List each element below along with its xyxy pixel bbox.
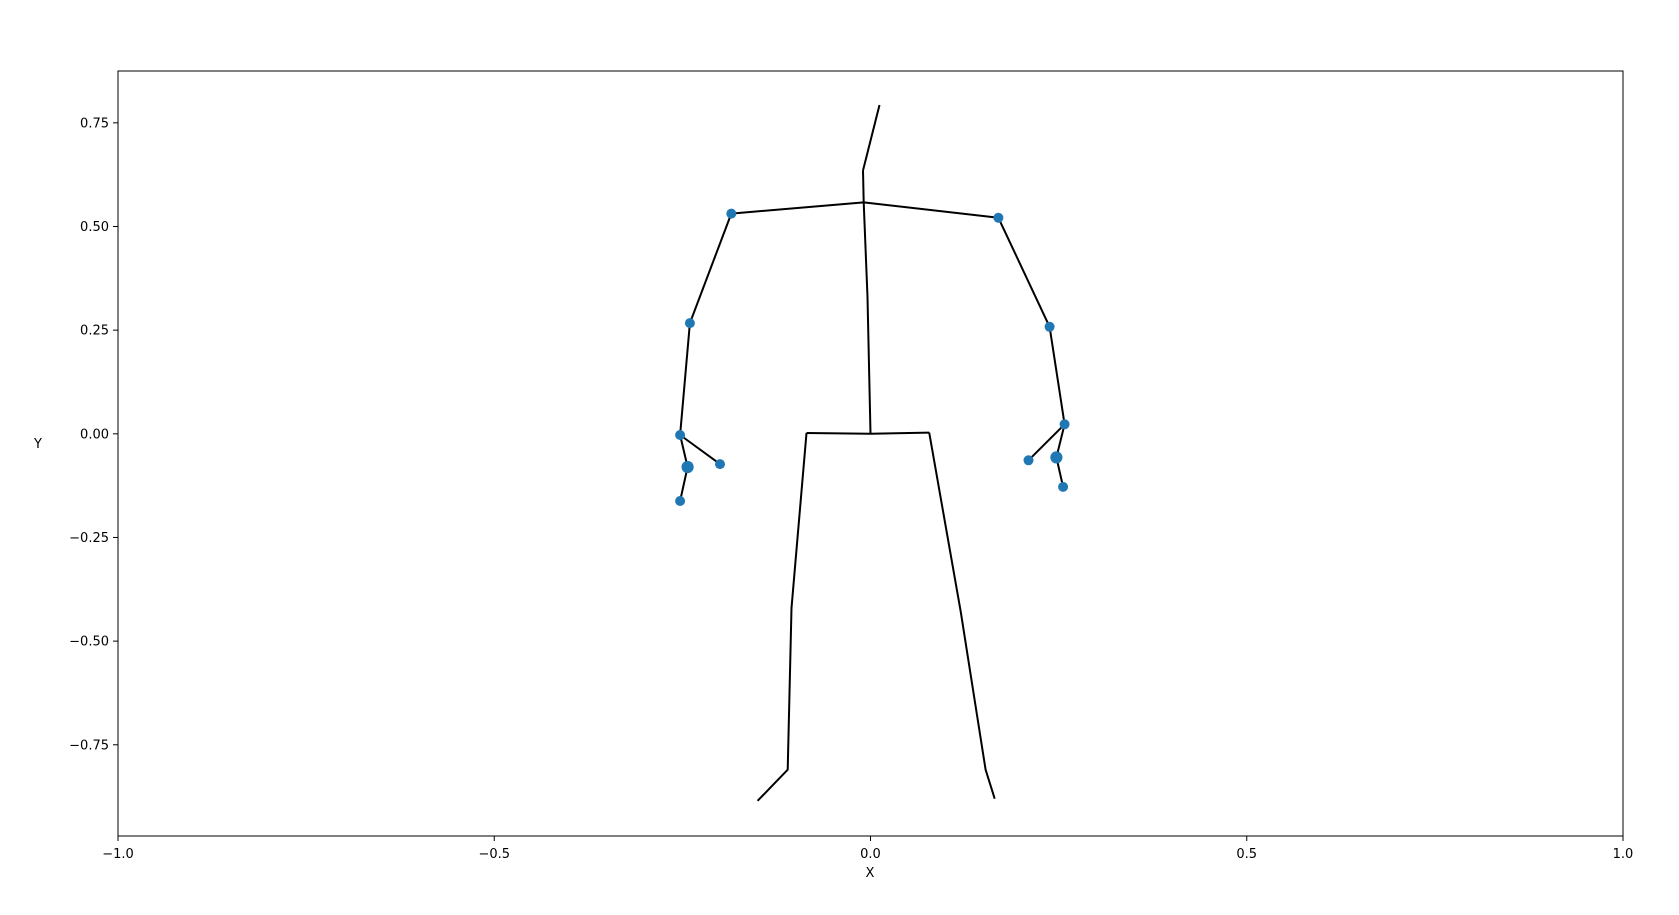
bone-right-hand-a (1027, 423, 1066, 462)
y-tick-label: −0.75 (69, 738, 109, 753)
joint-right-wrist (1059, 419, 1070, 430)
bone-left-hand-a (679, 434, 721, 465)
bone-left-forearm (679, 323, 691, 436)
x-tick-label: 0.0 (860, 847, 881, 862)
joint-left-wrist (675, 430, 686, 440)
x-tick-label: 0.5 (1236, 847, 1257, 862)
bone-neck (862, 170, 865, 203)
y-axis-label: Y (33, 437, 42, 452)
joint-left-elbow (684, 318, 695, 329)
x-tick-label: −1.0 (102, 847, 134, 862)
y-tick-label: −0.50 (69, 635, 109, 650)
x-tick-label: 1.0 (1613, 847, 1634, 862)
x-axis-label: X (866, 866, 875, 881)
bone-pelvis (806, 431, 930, 435)
joint-left-hand-tip-a (715, 459, 725, 470)
bone-left-shoulder (731, 201, 864, 215)
y-tick-label: 0.75 (80, 116, 109, 131)
x-axis: −1.0 −0.5 0.0 0.5 1.0 (102, 836, 1633, 862)
y-axis: 0.75 0.50 0.25 0.00 −0.25 −0.50 −0.75 (69, 116, 118, 753)
joint-right-elbow (1044, 321, 1055, 332)
bone-right-leg (928, 432, 996, 799)
bone-spine (862, 202, 872, 434)
x-tick-label: −0.5 (478, 847, 510, 862)
bone-left-upper-arm (688, 213, 733, 324)
joint-right-shoulder (993, 212, 1004, 223)
joint-right-hand-tip-a (1023, 455, 1034, 466)
bone-left-leg (756, 432, 808, 802)
joint-right-hand-tip-b (1058, 481, 1069, 492)
joint-left-shoulder (726, 208, 737, 219)
bone-right-shoulder (863, 201, 999, 219)
y-tick-label: 0.50 (80, 220, 109, 235)
y-tick-label: 0.25 (80, 324, 109, 339)
joint-right-palm (1050, 451, 1063, 464)
bone-right-upper-arm (997, 217, 1051, 328)
y-tick-label: −0.25 (69, 531, 109, 546)
joint-left-hand-tip-b (675, 496, 686, 506)
bone-head (862, 104, 881, 171)
bone-right-forearm (1048, 326, 1066, 425)
joint-left-palm (681, 460, 694, 474)
joints-layer (675, 208, 1070, 506)
y-tick-label: 0.00 (80, 427, 109, 442)
